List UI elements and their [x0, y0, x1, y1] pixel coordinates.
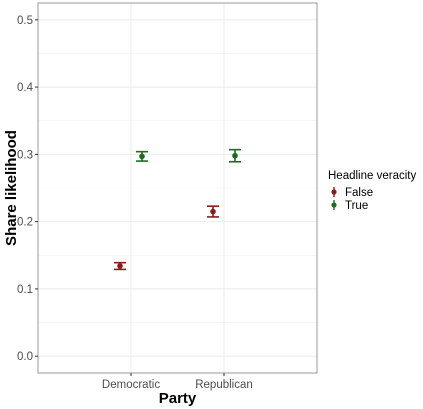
data-point — [139, 153, 145, 160]
x-axis: Democratic Republican — [102, 373, 253, 391]
plot-border — [37, 2, 318, 374]
series-true — [136, 148, 241, 163]
y-tick-label: 0.4 — [17, 82, 34, 94]
y-axis-title: Share likelihood — [3, 130, 20, 246]
legend-label: False — [345, 187, 373, 199]
y-tick-label: 0.1 — [17, 284, 33, 296]
legend-key-point — [331, 189, 337, 195]
y-tick-label: 0.5 — [17, 15, 33, 27]
y-tick-label: 0.3 — [17, 149, 33, 161]
series-false — [114, 205, 219, 271]
data-point — [210, 208, 216, 215]
legend-title: Headline veracity — [328, 170, 416, 182]
y-tick-label: 0.2 — [17, 217, 33, 229]
data-point — [232, 152, 238, 159]
legend-label: True — [345, 200, 368, 212]
x-tick-label: Republican — [195, 379, 253, 391]
y-tick-label: 0.0 — [17, 351, 33, 363]
x-tick-label: Democratic — [102, 379, 160, 391]
legend-key-point — [331, 202, 337, 208]
x-axis-title: Party — [159, 390, 197, 407]
series — [114, 148, 241, 271]
grid — [38, 3, 317, 373]
y-axis: 0.0 0.1 0.2 0.3 0.4 0.5 — [17, 15, 38, 363]
data-point — [117, 263, 123, 269]
